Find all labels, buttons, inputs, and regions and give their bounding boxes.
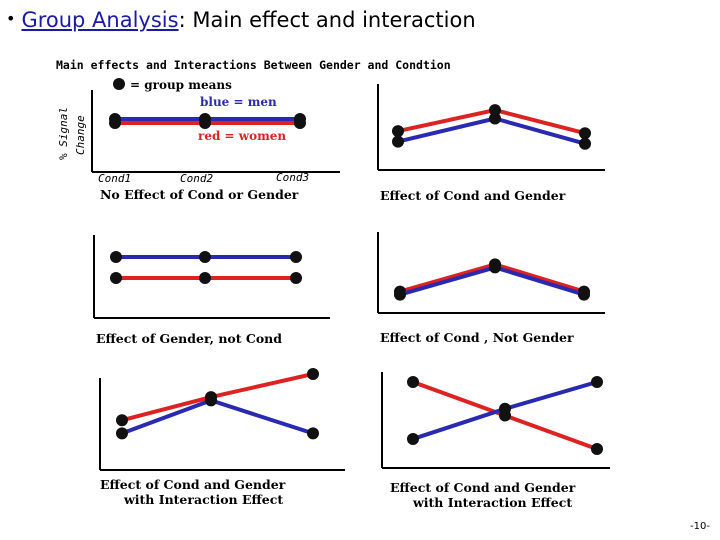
mean-dot-men-3 [290,251,302,263]
title-rest: : Main effect and interaction [178,8,476,32]
slide-title: • Group Analysis: Main effect and interac… [6,8,476,32]
legend-dot-text: = group means [130,78,232,92]
panel-caption: Effect of Cond and Gender [380,188,566,203]
mean-dot-women-1 [392,125,404,138]
mean-dot-men-3 [591,376,603,388]
legend-blue-text: blue = men [200,95,277,109]
panel-caption: No Effect of Cond or Gender [100,187,299,202]
mean-dot-men-2 [489,261,501,274]
group-analysis-link[interactable]: Group Analysis [21,8,179,32]
series-line-men [121,398,314,436]
panel-caption: with Interaction Effect [123,492,283,507]
mean-dot-women-2 [199,272,211,284]
mean-dot-men-1 [109,113,121,125]
mean-dot-men-1 [394,288,406,301]
mean-dot-men-2 [199,251,211,263]
mean-dot-men-2 [489,112,501,125]
mean-dot-women-3 [307,368,319,380]
figure-header: Main effects and Interactions Between Ge… [56,58,451,72]
panel-caption: Effect of Cond , Not Gender [380,330,574,345]
panel-caption: Effect of Cond and Gender [390,480,576,495]
x-label-cond3: Cond3 [276,171,309,184]
bullet-icon: • [6,9,16,28]
mean-dot-men-3 [579,137,591,150]
mean-dot-men-2 [499,402,511,415]
y-label-line1: % Signal [57,107,70,160]
mean-dot-men-1 [116,427,128,440]
panel-p3: Effect of Gender, not Cond [93,235,330,346]
legend-red-text: red = women [198,129,286,143]
panel-caption: Effect of Cond and Gender [100,477,286,492]
mean-dot-men-2 [199,113,211,125]
mean-dot-men-3 [294,113,306,125]
mean-dot-women-1 [110,272,122,284]
mean-dot-men-2 [205,394,217,407]
panel-p1: No Effect of Cond or Gender [91,90,340,202]
mean-dot-women-3 [591,443,603,455]
panel-p2: Effect of Cond and Gender [377,84,605,203]
page-number: -10- [690,521,710,532]
panel-caption: Effect of Gender, not Cond [96,331,282,346]
panel-caption: with Interaction Effect [412,495,572,510]
mean-dot-men-3 [578,288,590,301]
x-label-cond2: Cond2 [180,172,213,185]
mean-dot-men-1 [392,135,404,148]
mean-dot-women-1 [116,414,128,427]
mean-dot-women-1 [407,376,419,388]
mean-dot-women-3 [290,272,302,284]
mean-dot-women-3 [579,127,591,140]
y-label-line2: Change [74,115,87,155]
legend-dot-icon [113,78,125,90]
mean-dot-men-1 [110,251,122,263]
mean-dot-women-2 [489,104,501,117]
mean-dot-men-1 [407,432,419,445]
panels-group: No Effect of Cond or Gender Effect of Con… [91,84,610,510]
series-line-women [121,372,314,423]
mean-dot-men-3 [307,427,319,440]
x-label-cond1: Cond1 [98,172,131,185]
panel-p4: Effect of Cond , Not Gender [377,232,605,345]
